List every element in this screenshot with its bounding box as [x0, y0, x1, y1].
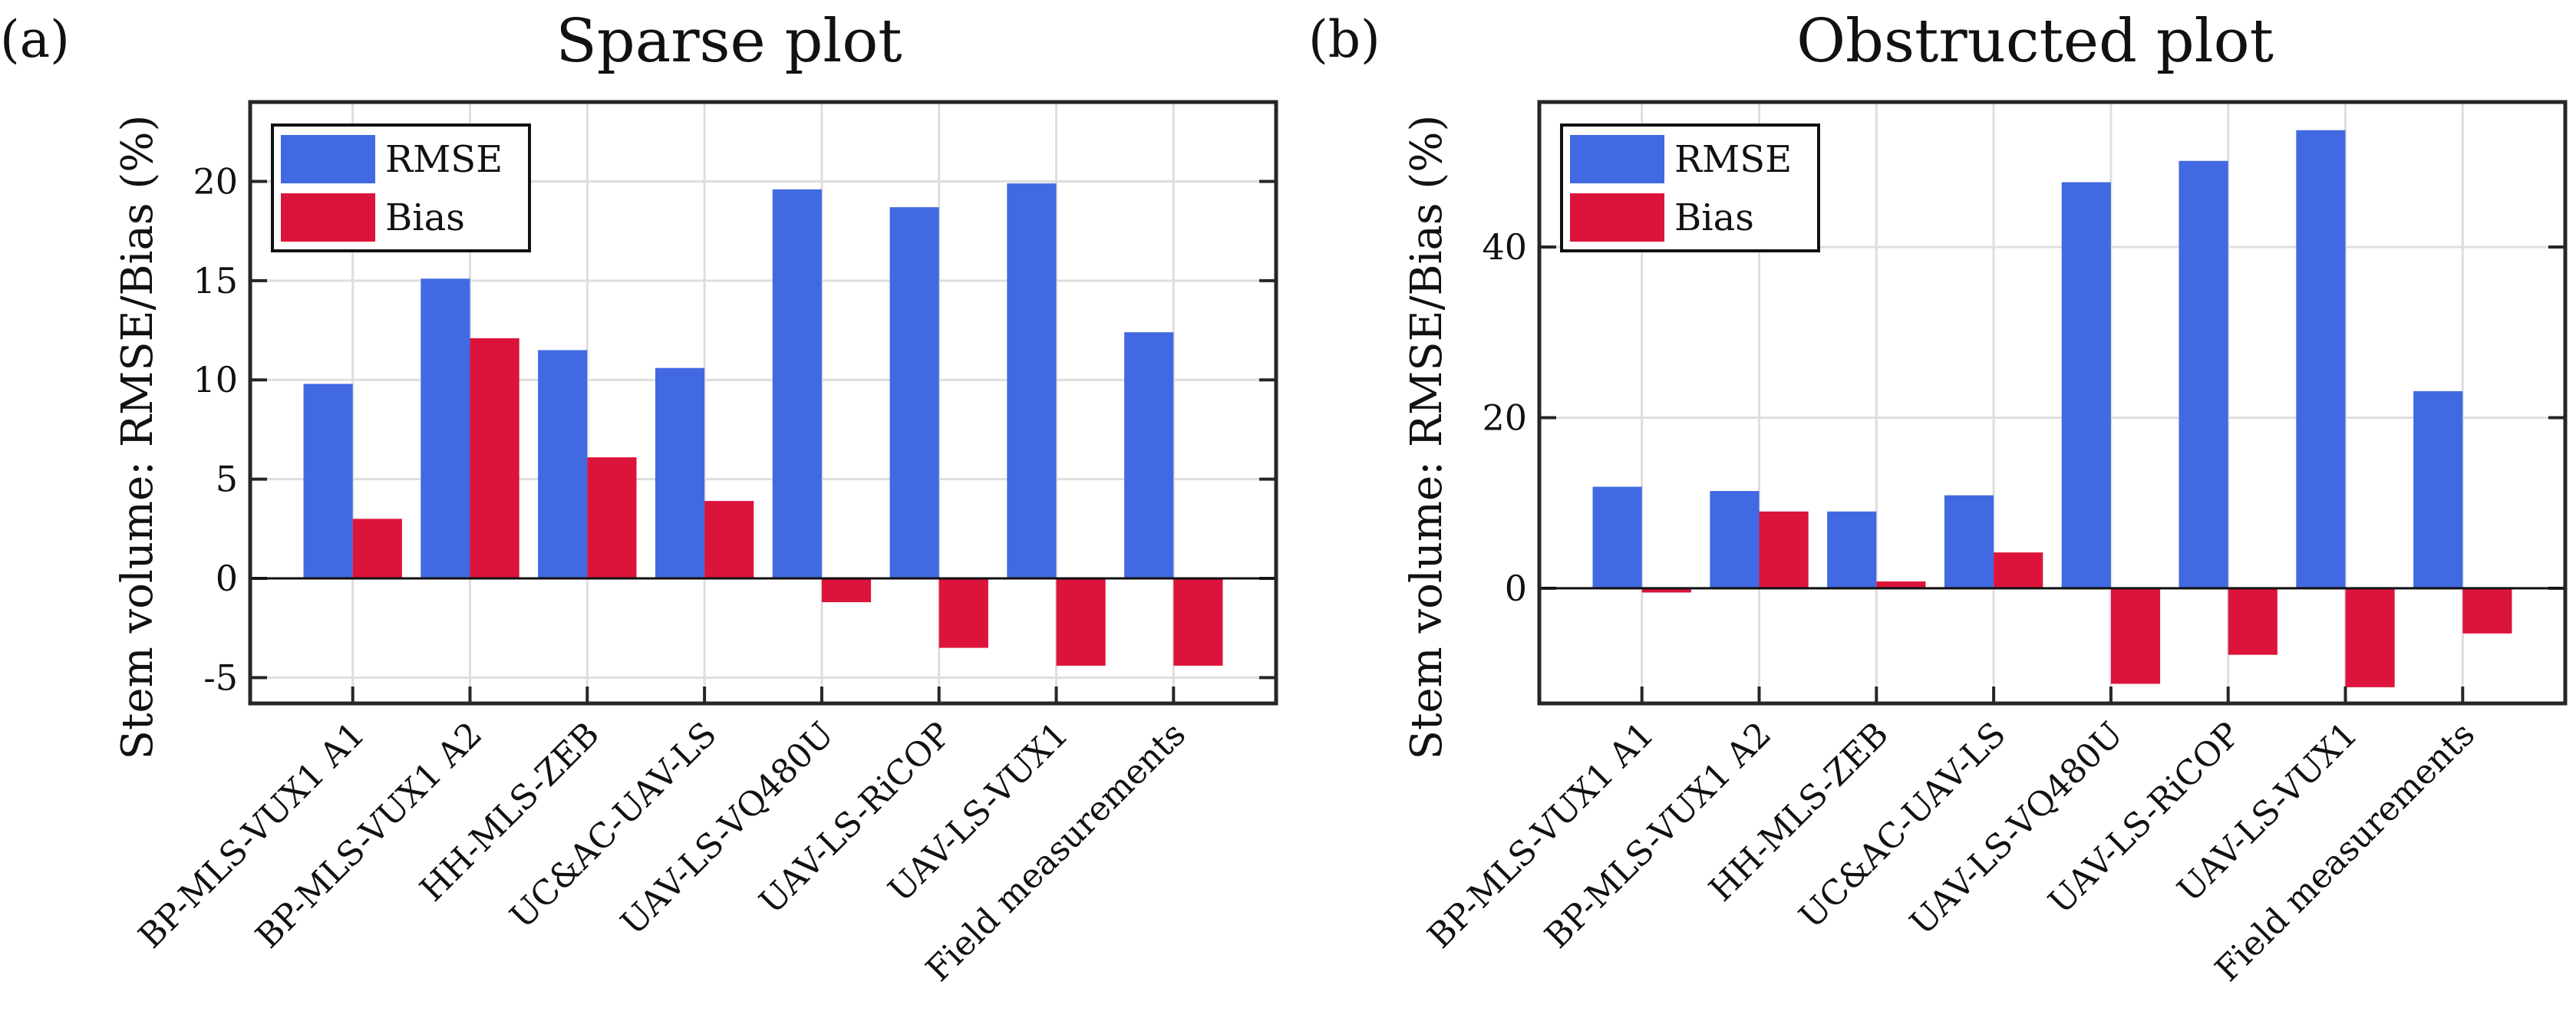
- bar-bias-uav-ls-vux1: [2345, 588, 2395, 687]
- bar-bias-uav-ls-vq480u: [2110, 588, 2161, 684]
- x-tick-label-uav-ls-vq480u: UAV-LS-VQ480U: [613, 715, 841, 943]
- y-tick-label: 5: [216, 459, 238, 500]
- bar-bias-uav-ls-vq480u: [821, 578, 872, 603]
- bar-rmse-bp-mls-vux1-a2: [421, 278, 470, 578]
- bar-rmse-bp-mls-vux1-a1: [303, 384, 353, 578]
- x-tick-label-bp-mls-vux1-a1: BP-MLS-VUX1 A1: [1420, 715, 1662, 957]
- y-tick-label: 0: [1505, 568, 1527, 609]
- bar-rmse-ucandac-uav-ls: [1944, 495, 1994, 588]
- bar-bias-uav-ls-ricop: [2228, 588, 2278, 655]
- y-axis-label-obstructed: Stem volume: RMSE/Bias (%): [1402, 115, 1452, 760]
- legend-obstructed: RMSE Bias: [1560, 124, 1820, 252]
- bar-rmse-field-measurements: [2413, 390, 2463, 588]
- bars-obstructed: [1592, 130, 2512, 687]
- bar-rmse-hh-mls-zeb: [538, 350, 588, 578]
- bar-rmse-uav-ls-vq480u: [772, 189, 822, 578]
- y-tick-label: 10: [193, 359, 238, 400]
- legend-label-rmse: RMSE: [385, 138, 503, 181]
- x-tick-label-bp-mls-vux1-a2: BP-MLS-VUX1 A2: [249, 715, 490, 957]
- bars-sparse: [303, 183, 1223, 666]
- bar-rmse-uav-ls-vux1: [1007, 183, 1057, 578]
- bar-rmse-hh-mls-zeb: [1827, 511, 1877, 588]
- y-tick-label: 40: [1482, 226, 1527, 268]
- bar-rmse-uav-ls-vux1: [2296, 130, 2346, 588]
- y-tick-label: 20: [1482, 397, 1527, 438]
- y-tick-label: 0: [216, 558, 238, 599]
- legend-swatch-bias: [1570, 193, 1664, 242]
- sparse-plot-panel: (a) Sparse plot Stem volume: RMSE/Bias (…: [0, 7, 1278, 990]
- legend-swatch-bias: [281, 193, 375, 242]
- legend-swatch-rmse: [281, 135, 375, 183]
- bar-bias-ucandac-uav-ls: [704, 501, 754, 578]
- bar-bias-bp-mls-vux1-a1: [352, 519, 402, 578]
- bar-rmse-field-measurements: [1124, 332, 1174, 578]
- chart-title-sparse: Sparse plot: [556, 7, 902, 76]
- bar-bias-uav-ls-ricop: [938, 578, 988, 648]
- legend-label-bias: Bias: [1674, 196, 1754, 239]
- bar-rmse-uav-ls-ricop: [2179, 160, 2228, 588]
- legend-swatch-rmse: [1570, 135, 1664, 183]
- bar-bias-field-measurements: [1173, 578, 1223, 666]
- bar-bias-uav-ls-vux1: [1056, 578, 1106, 666]
- y-tick-label: 15: [193, 260, 238, 301]
- y-axis-label-sparse: Stem volume: RMSE/Bias (%): [113, 115, 163, 760]
- panel-label-a: (a): [0, 10, 70, 69]
- bar-bias-bp-mls-vux1-a2: [470, 338, 519, 578]
- x-tick-label-ucandac-uav-ls: UC&AC-UAV-LS: [1792, 715, 2014, 937]
- bar-rmse-bp-mls-vux1-a2: [1710, 491, 1760, 588]
- bar-rmse-ucandac-uav-ls: [655, 367, 705, 578]
- x-tick-label-ucandac-uav-ls: UC&AC-UAV-LS: [503, 715, 724, 937]
- axes-frame: [1537, 100, 2568, 706]
- y-tick-label: -5: [203, 657, 238, 698]
- x-tick-label-uav-ls-vq480u: UAV-LS-VQ480U: [1902, 715, 2130, 943]
- bar-bias-bp-mls-vux1-a2: [1759, 511, 1809, 588]
- y-tick-label: 20: [193, 160, 238, 202]
- panel-label-b: (b): [1308, 10, 1380, 69]
- legend-label-rmse: RMSE: [1674, 138, 1792, 181]
- bar-rmse-bp-mls-vux1-a1: [1592, 486, 1642, 588]
- bar-bias-field-measurements: [2462, 588, 2512, 634]
- legend-sparse: RMSE Bias: [271, 124, 531, 252]
- bar-bias-ucandac-uav-ls: [1994, 552, 2043, 588]
- axes-frame: [248, 100, 1278, 706]
- bar-rmse-uav-ls-ricop: [889, 207, 939, 578]
- bar-bias-bp-mls-vux1-a1: [1641, 588, 1691, 593]
- bar-bias-hh-mls-zeb: [587, 457, 637, 578]
- x-tick-label-bp-mls-vux1-a1: BP-MLS-VUX1 A1: [131, 715, 373, 957]
- bar-bias-hh-mls-zeb: [1876, 581, 1926, 588]
- legend-label-bias: Bias: [385, 196, 465, 239]
- bar-rmse-uav-ls-vq480u: [2061, 182, 2111, 588]
- obstructed-plot-panel: (b) Obstructed plot Stem volume: RMSE/Bi…: [1308, 7, 2568, 990]
- chart-title-obstructed: Obstructed plot: [1796, 7, 2274, 76]
- x-tick-label-bp-mls-vux1-a2: BP-MLS-VUX1 A2: [1538, 715, 1779, 957]
